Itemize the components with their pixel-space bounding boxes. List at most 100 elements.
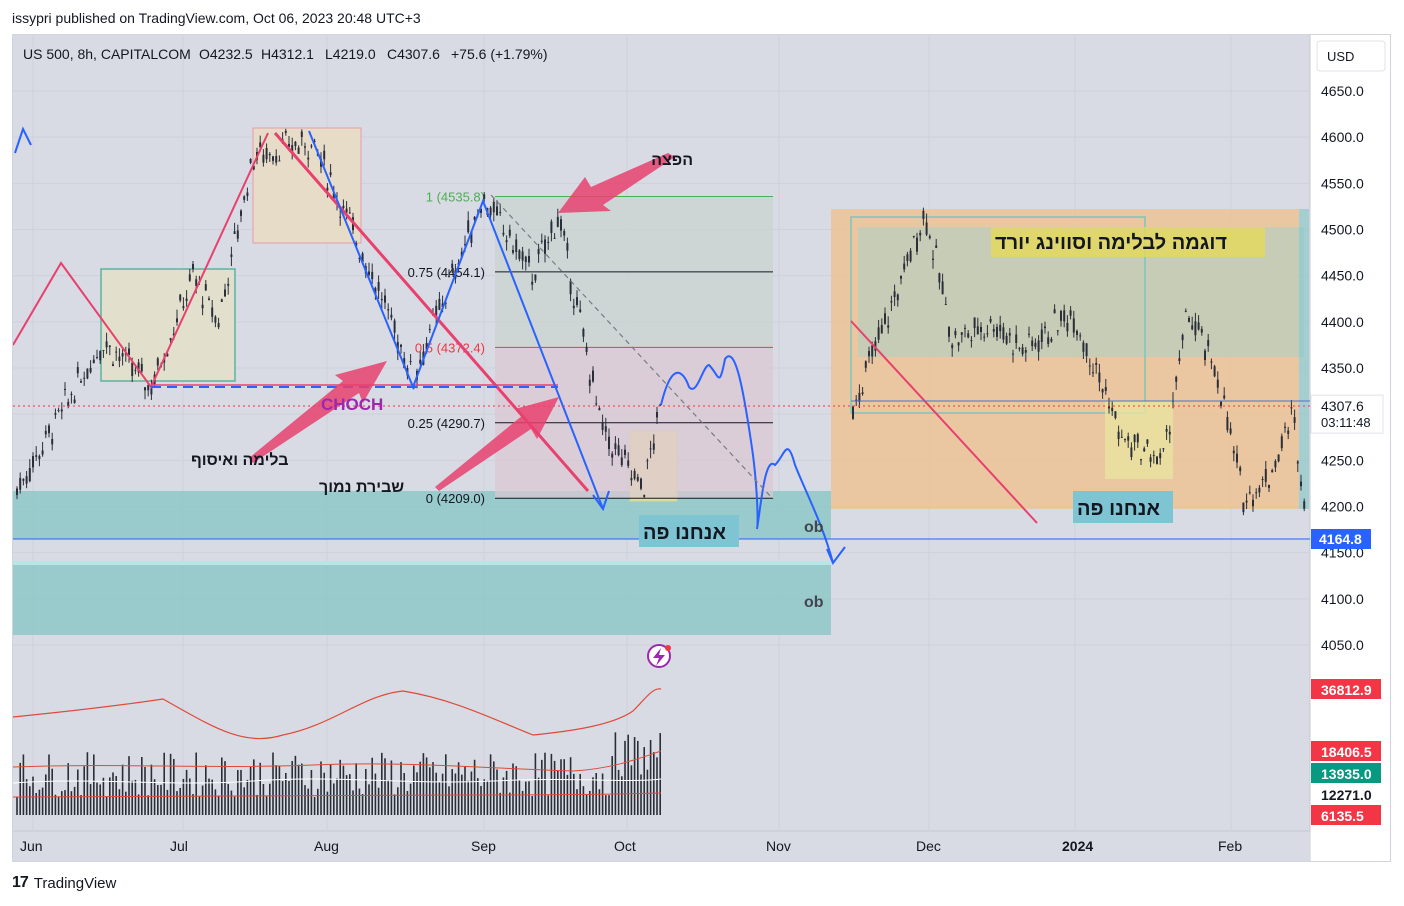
candle-body	[656, 412, 658, 418]
volume-bar	[553, 760, 556, 815]
candle-body	[528, 256, 530, 263]
candle-body	[19, 477, 22, 490]
time-tick-label: Feb	[1218, 838, 1242, 854]
volume-bar	[633, 737, 636, 815]
we-are-here-label-bg	[639, 515, 739, 547]
volume-bar	[617, 769, 620, 815]
volume-bar	[86, 752, 89, 815]
volume-bar	[496, 769, 498, 815]
volume-bar	[16, 796, 18, 815]
candle-body	[1261, 478, 1264, 480]
volume-bar	[608, 795, 610, 815]
time-tick-label: Aug	[314, 838, 339, 854]
candle-body	[1079, 335, 1082, 337]
volume-bar	[518, 780, 521, 815]
candle-body	[310, 145, 313, 147]
candle-body	[224, 289, 226, 297]
candle-body	[57, 410, 60, 412]
candle-body	[585, 346, 588, 352]
candle-body	[435, 305, 438, 316]
volume-bar	[173, 758, 175, 815]
volume-bar	[214, 789, 217, 815]
candle-body	[941, 281, 944, 295]
candle-body	[1197, 322, 1200, 330]
volume-bar	[240, 769, 242, 815]
time-tick-label: Oct	[614, 838, 636, 854]
volume-bar	[329, 764, 332, 815]
volume-bar	[64, 790, 66, 815]
candle-body	[1216, 379, 1219, 388]
candle-body	[1028, 333, 1030, 335]
volume-bar	[480, 786, 482, 815]
candle-body	[1056, 330, 1059, 332]
candle-body	[1108, 405, 1110, 409]
candle-body	[400, 344, 402, 347]
candle-body	[329, 172, 332, 176]
volume-bar	[70, 791, 73, 815]
currency-button[interactable]	[1316, 40, 1386, 72]
candle-body	[1268, 485, 1270, 488]
fib-level-label: 0 (4209.0)	[426, 491, 485, 506]
candle-body	[1239, 467, 1242, 472]
candle-body	[323, 150, 326, 160]
candle-body	[201, 304, 204, 309]
time-tick-label: Sep	[471, 838, 496, 854]
candle-body	[1284, 426, 1286, 428]
candle-body	[1159, 453, 1162, 459]
candle-body	[502, 232, 505, 235]
candle-body	[996, 326, 998, 337]
volume-bar	[653, 752, 655, 815]
candle-body	[64, 388, 66, 390]
time-tick-label: Nov	[766, 838, 791, 854]
volume-bar	[121, 764, 124, 815]
candle-body	[1072, 318, 1075, 333]
candle-body	[1133, 434, 1136, 443]
volume-bar	[221, 757, 223, 815]
candle-body	[964, 327, 966, 329]
volume-bar	[29, 786, 31, 815]
tradingview-footer[interactable]: 17 TradingView	[12, 874, 116, 892]
candle-body	[300, 131, 303, 138]
volume-bar	[390, 760, 393, 815]
candle-body	[1152, 455, 1155, 457]
volume-bar	[192, 794, 194, 815]
candle-body	[76, 367, 79, 374]
volume-bar	[470, 771, 473, 815]
volume-bar	[457, 762, 460, 815]
candle-body	[903, 263, 906, 270]
candle-body	[272, 156, 274, 161]
volume-ma-upper	[13, 688, 662, 740]
candle-body	[1002, 327, 1005, 340]
volume-bar	[38, 789, 41, 815]
volume-bar	[659, 733, 661, 815]
tradingview-logo-icon: 17	[12, 874, 29, 891]
volume-bar	[224, 761, 226, 815]
time-axis[interactable]: Jun Jul Aug Sep Oct Nov Dec 2024 Feb	[20, 838, 1242, 854]
candle-body	[1191, 325, 1194, 330]
candle-body	[112, 364, 114, 366]
volume-bar	[189, 778, 191, 815]
candle-body	[877, 327, 880, 340]
chart-frame[interactable]: 1 (4535.8) 0.75 (4454.1) 0.5 (4372.4) 0.25 …	[12, 34, 1391, 862]
volume-bar	[157, 785, 159, 815]
candle-body	[25, 476, 28, 484]
candle-body	[1076, 330, 1078, 335]
candle-body	[624, 449, 626, 456]
candle-body	[572, 305, 575, 309]
candle-body	[99, 351, 102, 361]
volume-bar	[317, 788, 319, 815]
volume-bar	[137, 794, 140, 815]
candle-body	[576, 297, 578, 305]
candle-body	[505, 240, 508, 243]
price-tick-label: 4200.0	[1321, 499, 1364, 515]
legend-symbol[interactable]: US 500, 8h, CAPITALCOM	[23, 46, 191, 62]
volume-bar	[217, 795, 220, 815]
candle-body	[499, 212, 502, 214]
volume-bar	[627, 734, 629, 815]
chart-canvas[interactable]: 1 (4535.8)0.75 (4454.1)0.5 (4372.4)0.25 …	[13, 35, 1390, 861]
volume-bar	[320, 761, 322, 815]
blue-arrowhead-sep	[592, 490, 610, 512]
candle-body	[560, 219, 562, 231]
volume-bar	[48, 754, 50, 815]
candle-body	[1031, 340, 1034, 347]
